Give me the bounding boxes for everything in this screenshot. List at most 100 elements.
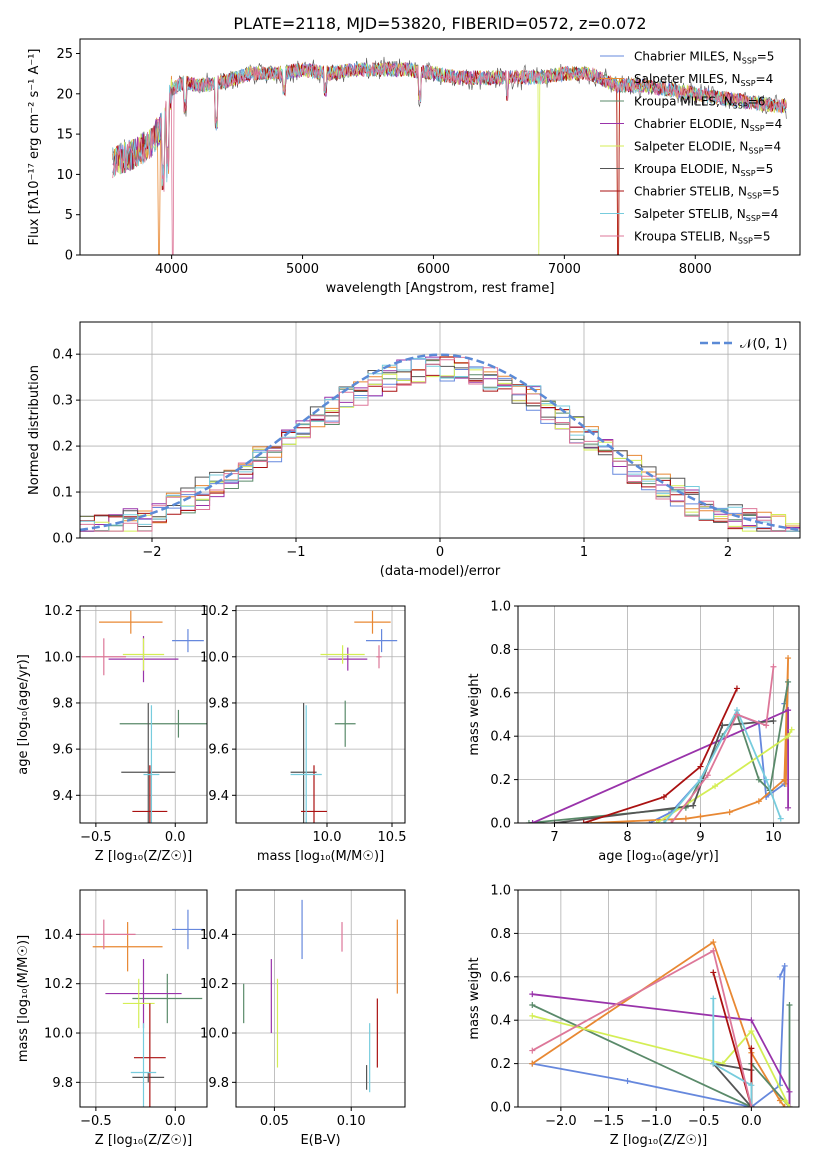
legend: Chabrier MILES, NSSP=5 Salpeter MILES, NS…: [600, 50, 782, 246]
panel-7: 0.05 0.10 9.8 10.0 10.2 10.4 E(B-V): [200, 889, 406, 1148]
x-tick-label: −2: [142, 545, 161, 560]
y-tick-label: 9.6: [52, 743, 73, 758]
y-tick-label: 0.4: [490, 730, 511, 745]
data-point: [785, 733, 792, 740]
y-tick-label: 0.0: [490, 817, 511, 832]
y-tick-label: 9.8: [208, 1076, 229, 1091]
axes-frame: [79, 605, 208, 824]
x-axis-label: (data-model)/error: [380, 564, 501, 579]
data-point: [777, 815, 784, 822]
data-point: [697, 813, 704, 820]
x-tick-label: 6000: [417, 262, 450, 277]
y-tick-label: 10.2: [200, 977, 229, 992]
y-tick-label: 10.4: [44, 928, 73, 943]
data-point: [786, 1088, 793, 1095]
y-tick-label: 25: [56, 47, 73, 62]
data-point: [529, 1047, 536, 1054]
histogram-step: [80, 356, 800, 532]
axes-frame: [517, 889, 800, 1108]
data-point: [786, 1002, 793, 1009]
y-axis-label: Normed distribution: [27, 365, 42, 495]
x-tick-label: 10: [765, 830, 782, 845]
x-tick-label: 9: [696, 830, 704, 845]
mass-weight-line: [712, 972, 753, 1107]
x-axis-label: wavelength [Angstrom, rest frame]: [326, 281, 555, 296]
data-point: [755, 798, 762, 805]
legend-label: Chabrier ELODIE, NSSP=4: [634, 117, 782, 133]
data-point: [529, 820, 536, 823]
y-tick-label: 10.0: [44, 1027, 73, 1042]
data-point: [786, 1104, 793, 1107]
panel-4: 10.0 10.5 9.4 9.6 9.8 10.0 10.2 mass [log₁₀(M/M…: [200, 604, 406, 864]
y-tick-label: 10.0: [200, 1027, 229, 1042]
plot-area: [525, 655, 795, 823]
data-point: [781, 776, 788, 783]
y-tick-label: 20: [56, 87, 73, 102]
x-tick-label: 0.0: [165, 830, 186, 845]
plot-area: [290, 610, 398, 823]
data-point: [788, 726, 795, 733]
x-tick-label: 5000: [286, 262, 319, 277]
legend-label: Chabrier STELIB, NSSP=5: [634, 185, 780, 201]
x-tick-label: −2.0: [545, 1114, 577, 1129]
y-tick-label: 10.4: [200, 928, 229, 943]
panels: 4000 5000 6000 7000 80000510152025wavelength…: [16, 38, 801, 1148]
data-point: [748, 1028, 755, 1035]
axes-frame: [79, 38, 801, 256]
y-tick-label: 5: [65, 208, 73, 223]
data-point: [763, 776, 770, 783]
data-point: [733, 711, 740, 718]
legend-label: Salpeter STELIB, NSSP=4: [634, 207, 778, 223]
y-axis-label: mass weight: [467, 957, 482, 1039]
data-point: [770, 663, 777, 670]
y-tick-label: 0.4: [52, 348, 73, 363]
data-point: [660, 820, 667, 823]
panel-3: −0.5 0.0 9.4 9.6 9.8 10.0 10.2 Z [log₁₀(Z/Z☉)] a…: [16, 604, 208, 864]
data-point: [733, 685, 740, 692]
x-tick-label: 0.0: [165, 1114, 186, 1129]
x-tick-label: 0.10: [337, 1114, 366, 1129]
panel-8: −2.0 −1.5 −1.0 −0.5 0.0 0.0 0.2 0.4 0.6 0.8 1.0 Z […: [467, 884, 800, 1148]
y-tick-label: 9.6: [208, 743, 229, 758]
y-tick-label: 10: [56, 168, 73, 183]
axes-frame: [79, 889, 208, 1108]
axes-frame: [517, 605, 800, 824]
legend-label: Chabrier MILES, NSSP=5: [634, 50, 774, 66]
data-point: [668, 820, 675, 823]
y-tick-label: 9.4: [52, 789, 73, 804]
y-axis-label: mass weight: [467, 673, 482, 755]
y-tick-label: 0.2: [490, 773, 511, 788]
panel-2: −2 −1 0 1 2 0.0 0.1 0.2 0.3 0.4 (data-model)/error…: [27, 321, 801, 579]
data-point: [770, 718, 777, 725]
y-tick-label: 0: [65, 249, 73, 264]
data-point: [682, 815, 689, 822]
x-axis-label: E(B-V): [300, 1133, 340, 1148]
x-axis-label: Z [log₁₀(Z/Z☉)]: [95, 849, 192, 864]
mass-weight-line: [532, 993, 791, 1107]
data-point: [529, 1002, 536, 1009]
data-point: [660, 793, 667, 800]
data-point: [748, 1045, 755, 1052]
y-tick-label: 10.0: [200, 650, 229, 665]
panel-1: 4000 5000 6000 7000 8000 0 5 10 15 20 25 wavelength…: [27, 38, 801, 296]
legend-label: 𝒩(0, 1): [740, 337, 787, 352]
x-tick-label: 1: [580, 545, 588, 560]
y-tick-label: 0.8: [490, 643, 511, 658]
x-tick-label: −0.5: [80, 830, 112, 845]
plot-area: [80, 353, 800, 532]
spectrum-line: [112, 61, 787, 255]
grid-lines: [236, 606, 405, 823]
data-point: [551, 820, 558, 823]
data-point: [785, 707, 792, 714]
data-point: [781, 1097, 788, 1104]
legend-label: Kroupa ELODIE, NSSP=5: [634, 162, 773, 178]
plot-area: [529, 939, 793, 1107]
data-point: [781, 962, 788, 969]
y-axis-label: Flux [fλ10⁻¹⁷ erg cm⁻² s⁻¹ A⁻¹]: [27, 49, 42, 246]
y-tick-label: 9.8: [52, 696, 73, 711]
data-point: [726, 809, 733, 816]
legend-label: Kroupa STELIB, NSSP=5: [634, 230, 771, 246]
data-point: [785, 678, 792, 685]
data-point: [712, 783, 719, 790]
y-tick-label: 10.2: [44, 977, 73, 992]
